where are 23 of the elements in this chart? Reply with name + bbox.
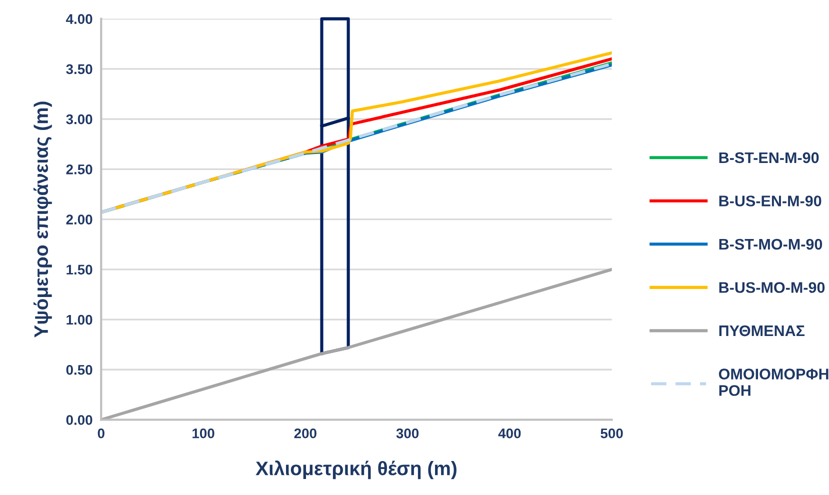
y-tick-label: 2.00 (66, 214, 92, 224)
x-tick-label: 0 (98, 428, 104, 438)
x-tick-label: 500 (600, 428, 623, 438)
x-tick-label: 300 (396, 428, 419, 438)
legend-label: B-ST-MO-M-90 (719, 238, 822, 250)
x-tick-label: 200 (294, 428, 316, 438)
y-tick-label: 3.00 (66, 114, 92, 124)
x-tick-label: 400 (498, 428, 521, 438)
x-axis-title: Χιλιομετρική θέση (m) (256, 460, 456, 480)
legend-label: B-US-EN-M-90 (719, 196, 822, 206)
y-tick-label: 2.50 (66, 164, 92, 174)
x-tick-label: 100 (192, 428, 214, 438)
y-tick-label: 1.00 (66, 314, 92, 325)
y-tick-label: 4.00 (66, 14, 92, 24)
y-tick-label: 1.50 (66, 264, 92, 275)
legend-label: B-US-MO-M-90 (719, 282, 825, 293)
y-axis-title: Υψόμετρο επιφάνειας (m) (34, 102, 52, 338)
legend-label: B-ST-EN-M-90 (719, 152, 819, 164)
legend-label: ΟΜΟΙΟΜΟΡΦΗ ΡΟΗ (718, 368, 828, 396)
y-tick-label: 3.50 (66, 64, 92, 74)
y-tick-label: 0.00 (66, 415, 92, 425)
y-tick-label: 0.50 (66, 364, 92, 375)
legend-label: ΠΥΘΜΕΝΑΣ (719, 325, 805, 336)
